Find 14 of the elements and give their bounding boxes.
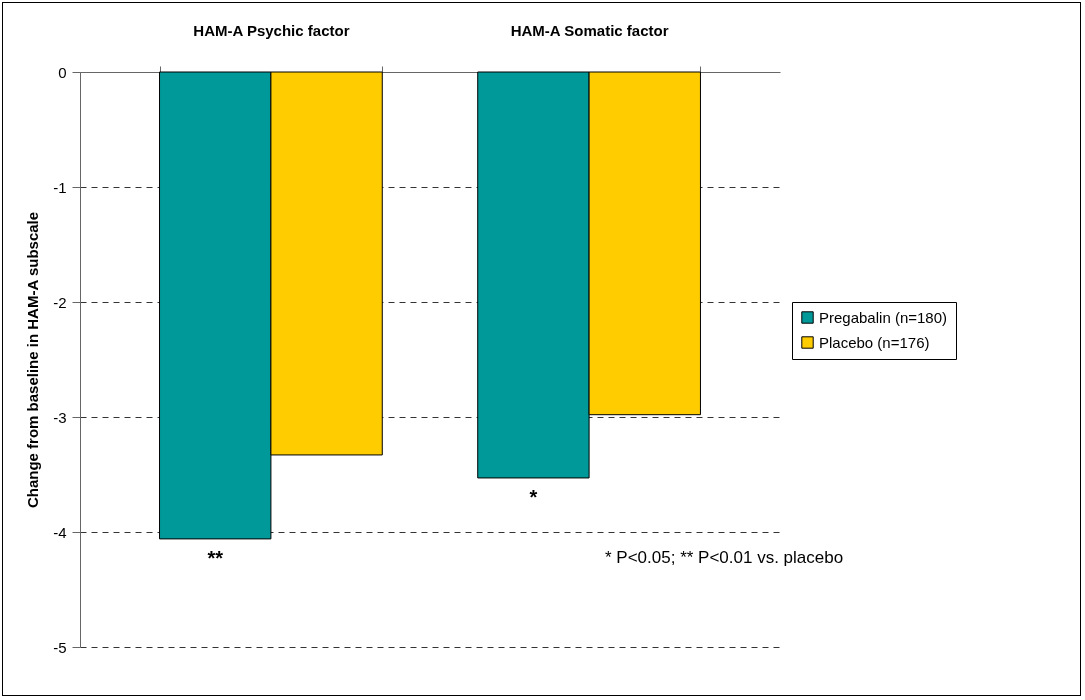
y-tick-label: -2 xyxy=(53,293,67,311)
y-tick-label: -5 xyxy=(53,638,67,656)
annotation: ** xyxy=(207,546,224,569)
y-tick-label: 0 xyxy=(58,63,67,81)
legend-label: Pregabalin (n=180) xyxy=(819,308,948,326)
x-tick-label: HAM-A Somatic factor xyxy=(510,21,669,39)
y-axis-title: Change from baseline in HAM-A subscale xyxy=(24,211,42,509)
annotation: * P<0.05; ** P<0.01 vs. placebo xyxy=(605,548,844,568)
y-tick-label: -3 xyxy=(53,408,67,426)
legend-label: Placebo (n=176) xyxy=(819,333,930,351)
y-tick-label: -1 xyxy=(53,178,67,196)
x-tick-label: HAM-A Psychic factor xyxy=(193,21,350,39)
annotation: * xyxy=(529,485,538,508)
y-tick-label: -4 xyxy=(53,523,67,541)
